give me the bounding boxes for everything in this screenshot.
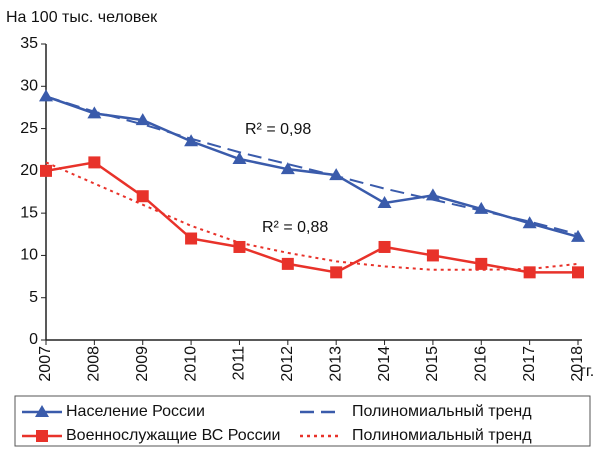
point xyxy=(522,216,537,229)
series-line xyxy=(45,95,579,239)
series-line xyxy=(45,95,579,236)
x-tick-label: 2018 xyxy=(569,346,586,382)
point xyxy=(36,430,48,442)
point xyxy=(330,266,343,279)
point xyxy=(40,164,52,177)
x-tick-label: 2012 xyxy=(279,346,296,382)
point xyxy=(88,156,101,169)
x-tick-label: 2008 xyxy=(86,346,103,382)
y-tick-label: 0 xyxy=(29,331,38,348)
point xyxy=(135,113,150,126)
y-tick-label: 15 xyxy=(20,204,38,221)
x-tick-label: 2016 xyxy=(472,346,489,382)
x-tick-label: 2015 xyxy=(424,346,441,382)
annotation: R² = 0,98 xyxy=(245,121,311,138)
x-tick-label: 2013 xyxy=(327,346,344,382)
point xyxy=(136,190,149,203)
y-axis-label: На 100 тыс. человек xyxy=(6,9,158,26)
point xyxy=(425,188,440,201)
x-tick-label: 2011 xyxy=(231,346,248,381)
point xyxy=(185,232,198,245)
x-tick-label: 2007 xyxy=(37,346,54,382)
point xyxy=(426,249,439,262)
point xyxy=(232,152,247,165)
y-tick-label: 30 xyxy=(20,78,38,95)
x-tick-label: 2014 xyxy=(376,346,393,382)
legend-label: Военнослужащие ВС России xyxy=(66,427,280,444)
x-tick-label: 2017 xyxy=(521,346,538,382)
point xyxy=(571,229,585,242)
point xyxy=(35,405,49,417)
annotation: R² = 0,88 xyxy=(262,219,328,236)
y-tick-label: 35 xyxy=(20,35,38,52)
y-tick-label: 5 xyxy=(29,289,38,306)
point xyxy=(281,257,294,270)
legend-label: Полиномиальный тренд xyxy=(352,427,532,444)
y-tick-label: 25 xyxy=(20,120,38,137)
point xyxy=(280,162,295,175)
legend-label: Полиномиальный тренд xyxy=(352,403,532,420)
legend-label: Население России xyxy=(66,403,205,420)
x-tick-label: 2010 xyxy=(182,346,199,382)
point xyxy=(377,195,392,208)
y-tick-label: 20 xyxy=(20,162,38,179)
y-tick-label: 10 xyxy=(20,247,38,264)
legend-box xyxy=(14,395,591,447)
series-line xyxy=(45,161,579,271)
x-tick-label: 2009 xyxy=(134,346,151,382)
point xyxy=(378,240,391,253)
point xyxy=(184,134,199,147)
point xyxy=(572,266,584,279)
series-line xyxy=(45,161,578,274)
point xyxy=(39,89,53,102)
point xyxy=(475,257,488,270)
point xyxy=(233,240,246,253)
x-unit-label: гг. xyxy=(580,363,594,380)
